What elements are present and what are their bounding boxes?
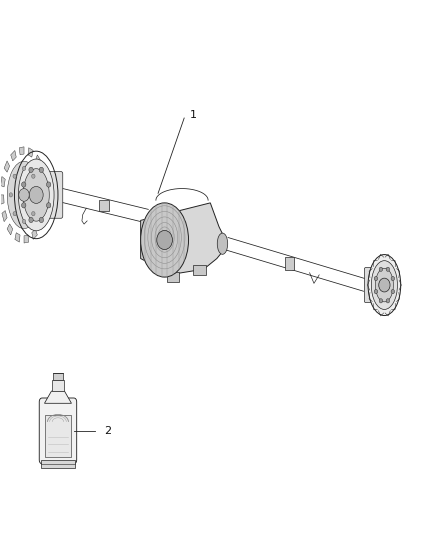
Polygon shape <box>35 155 41 166</box>
Bar <box>193 265 205 275</box>
Circle shape <box>46 182 51 187</box>
Polygon shape <box>0 195 4 204</box>
Bar <box>46 416 71 457</box>
Circle shape <box>29 167 33 173</box>
Circle shape <box>46 203 51 208</box>
Polygon shape <box>39 217 44 229</box>
FancyBboxPatch shape <box>39 398 77 464</box>
Bar <box>42 459 74 468</box>
Polygon shape <box>2 211 7 222</box>
Polygon shape <box>32 229 37 239</box>
Circle shape <box>379 278 390 292</box>
FancyBboxPatch shape <box>364 268 376 303</box>
Bar <box>285 257 294 270</box>
Polygon shape <box>19 147 24 155</box>
Ellipse shape <box>368 255 401 316</box>
Circle shape <box>157 230 173 249</box>
Polygon shape <box>41 168 46 179</box>
Ellipse shape <box>18 159 54 231</box>
Circle shape <box>391 277 395 281</box>
FancyBboxPatch shape <box>46 172 63 218</box>
Ellipse shape <box>141 203 188 277</box>
Polygon shape <box>7 224 13 235</box>
Polygon shape <box>4 161 10 172</box>
Circle shape <box>32 212 35 216</box>
Circle shape <box>39 167 43 173</box>
Polygon shape <box>24 235 29 243</box>
Circle shape <box>22 166 26 171</box>
Circle shape <box>39 217 43 223</box>
Circle shape <box>19 189 29 201</box>
Circle shape <box>386 298 390 303</box>
Text: 1: 1 <box>189 110 196 120</box>
Circle shape <box>35 193 39 197</box>
Circle shape <box>374 289 378 294</box>
Circle shape <box>32 174 35 179</box>
Circle shape <box>29 217 33 223</box>
Circle shape <box>379 267 383 271</box>
Polygon shape <box>15 233 20 242</box>
Ellipse shape <box>217 233 228 254</box>
Ellipse shape <box>23 168 49 221</box>
Polygon shape <box>45 391 71 403</box>
Circle shape <box>9 193 13 197</box>
Circle shape <box>374 277 378 281</box>
Bar <box>53 373 64 381</box>
Text: 2: 2 <box>104 426 111 436</box>
Polygon shape <box>28 148 33 157</box>
Circle shape <box>21 203 26 208</box>
Ellipse shape <box>371 261 397 310</box>
Circle shape <box>13 174 17 179</box>
Circle shape <box>386 267 390 271</box>
Polygon shape <box>141 203 226 274</box>
Bar <box>52 381 64 391</box>
Circle shape <box>29 187 43 204</box>
Polygon shape <box>44 185 48 195</box>
Circle shape <box>21 182 26 187</box>
Polygon shape <box>0 176 5 187</box>
Bar <box>99 200 109 211</box>
Ellipse shape <box>7 161 41 229</box>
Circle shape <box>13 212 17 216</box>
Circle shape <box>391 289 395 294</box>
Polygon shape <box>11 150 16 161</box>
Circle shape <box>379 298 383 303</box>
Ellipse shape <box>375 268 393 302</box>
Bar <box>167 272 180 282</box>
Polygon shape <box>43 203 47 213</box>
Circle shape <box>22 219 26 223</box>
